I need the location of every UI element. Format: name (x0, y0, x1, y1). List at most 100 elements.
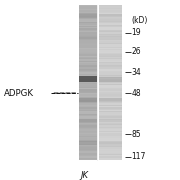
Bar (79, 71, 97, 73)
Bar (79, 45, 97, 47)
Bar (79, 129, 97, 131)
Bar (79, 110, 97, 111)
Bar (99, 21, 122, 22)
Bar (99, 106, 122, 107)
Bar (79, 147, 97, 149)
Bar (79, 132, 97, 133)
Bar (99, 76, 122, 78)
Bar (99, 98, 122, 102)
Text: 48: 48 (131, 89, 141, 98)
Bar (79, 145, 97, 146)
Bar (79, 76, 97, 78)
Bar (79, 111, 97, 113)
Bar (99, 123, 122, 124)
Bar (79, 70, 97, 71)
Bar (79, 134, 97, 136)
Bar (99, 110, 122, 111)
Bar (99, 102, 122, 104)
Bar (99, 111, 122, 113)
Bar (79, 19, 97, 21)
Bar (99, 115, 122, 116)
Bar (79, 141, 97, 142)
Bar (79, 125, 97, 127)
Bar (79, 35, 97, 36)
Bar (99, 101, 122, 102)
Bar (79, 142, 97, 144)
Bar (99, 40, 122, 42)
Bar (99, 83, 122, 84)
Bar (99, 114, 122, 115)
Bar (99, 100, 122, 101)
Bar (79, 66, 97, 67)
Bar (79, 98, 97, 102)
Bar (79, 36, 97, 40)
Bar (79, 15, 97, 17)
Bar (79, 153, 97, 154)
Bar (99, 36, 122, 39)
Bar (99, 98, 122, 100)
Bar (99, 128, 122, 129)
Bar (79, 58, 97, 60)
Bar (99, 87, 122, 88)
Bar (79, 133, 97, 135)
Bar (99, 159, 122, 161)
Bar (79, 39, 97, 40)
Bar (79, 43, 97, 44)
Bar (99, 17, 122, 18)
Bar (79, 32, 97, 34)
Bar (99, 24, 122, 26)
Bar (99, 89, 122, 91)
Bar (79, 91, 97, 92)
Bar (79, 138, 97, 140)
Bar (79, 96, 97, 97)
Bar (79, 119, 97, 120)
Bar (99, 145, 122, 146)
Bar (79, 61, 97, 62)
Bar (79, 12, 97, 13)
Bar (79, 27, 97, 29)
Bar (79, 122, 97, 123)
Bar (99, 151, 122, 153)
Bar (99, 109, 122, 110)
Bar (99, 30, 122, 31)
Bar (99, 36, 122, 38)
Bar (99, 15, 122, 17)
Bar (79, 13, 97, 18)
Bar (79, 114, 97, 115)
Bar (79, 89, 97, 91)
Bar (99, 14, 122, 17)
Bar (99, 103, 122, 105)
Bar (99, 96, 122, 97)
Bar (79, 48, 97, 49)
Bar (99, 27, 122, 29)
Bar (79, 75, 97, 76)
Bar (99, 129, 122, 131)
Bar (79, 57, 97, 58)
Bar (79, 78, 97, 79)
Bar (79, 80, 97, 82)
Bar (99, 122, 122, 123)
Bar (99, 93, 122, 94)
Bar (99, 59, 122, 61)
Bar (99, 48, 122, 49)
Bar (79, 146, 97, 148)
Bar (99, 41, 122, 43)
Bar (79, 41, 97, 43)
Bar (79, 93, 97, 94)
Bar (99, 156, 122, 158)
Bar (99, 28, 122, 30)
Bar (99, 49, 122, 51)
Bar (79, 84, 97, 86)
Bar (79, 136, 97, 137)
Bar (99, 31, 122, 33)
Bar (79, 140, 97, 141)
Bar (99, 23, 122, 25)
Bar (79, 128, 97, 129)
Bar (99, 119, 122, 122)
Bar (99, 56, 122, 57)
Bar (79, 137, 97, 139)
Bar (99, 140, 122, 141)
Bar (79, 30, 97, 31)
Bar (79, 17, 97, 18)
Bar (79, 49, 97, 51)
